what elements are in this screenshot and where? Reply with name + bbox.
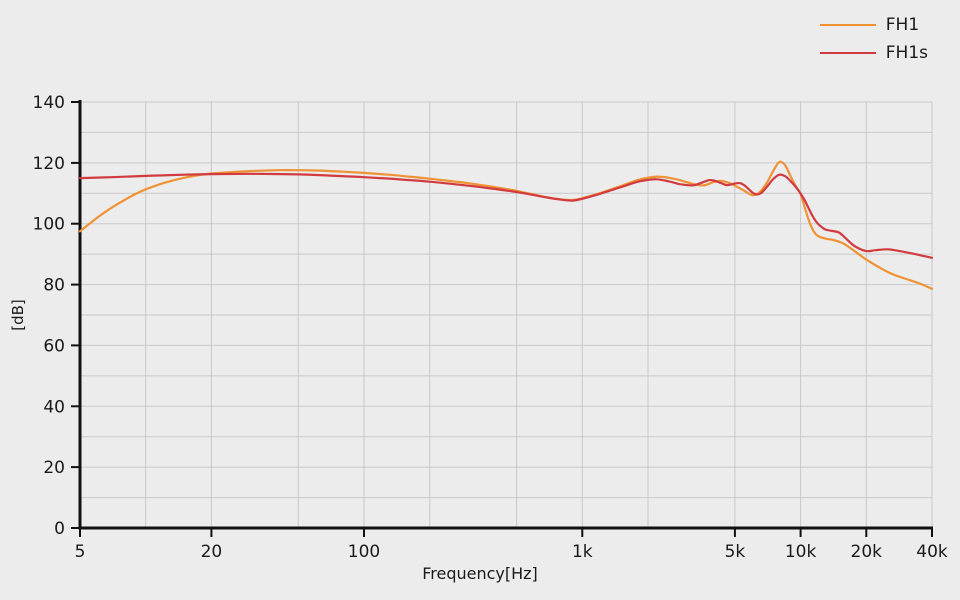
- legend: FH1 FH1s: [819, 15, 928, 63]
- svg-text:20: 20: [43, 458, 65, 478]
- svg-text:40: 40: [43, 397, 65, 417]
- svg-text:5k: 5k: [725, 542, 746, 562]
- svg-text:20k: 20k: [851, 542, 883, 562]
- svg-text:0: 0: [54, 519, 65, 539]
- svg-text:100: 100: [348, 542, 380, 562]
- legend-item-fh1s: FH1s: [819, 43, 928, 63]
- svg-text:20: 20: [201, 542, 223, 562]
- svg-text:5: 5: [75, 542, 86, 562]
- svg-text:60: 60: [43, 336, 65, 356]
- svg-text:10k: 10k: [785, 542, 817, 562]
- fh1s-legend-label: FH1s: [885, 43, 928, 63]
- fh1-legend-label: FH1: [885, 15, 920, 35]
- fh1-line-swatch: [819, 24, 876, 26]
- y-axis-label: [dB]: [9, 299, 27, 331]
- svg-text:1k: 1k: [572, 542, 593, 562]
- svg-text:140: 140: [33, 93, 65, 113]
- svg-text:80: 80: [43, 276, 65, 296]
- x-axis-label: Frequency[Hz]: [422, 564, 538, 583]
- svg-text:40k: 40k: [916, 542, 948, 562]
- svg-text:100: 100: [33, 215, 65, 235]
- fh1s-line-swatch: [819, 52, 876, 54]
- svg-text:120: 120: [33, 154, 65, 174]
- legend-item-fh1: FH1: [819, 15, 928, 35]
